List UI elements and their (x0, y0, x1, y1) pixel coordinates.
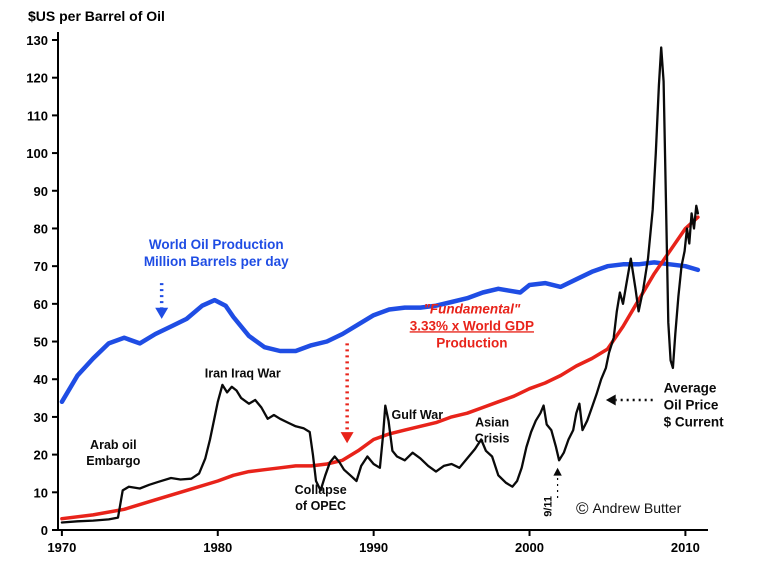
y-tick-label: 10 (34, 485, 48, 500)
copyright-icon: © (576, 499, 589, 518)
y-tick-label: 80 (34, 221, 48, 236)
x-tick-label: 1980 (203, 540, 232, 555)
y-tick-label: 110 (27, 108, 48, 123)
y-tick-label: 40 (34, 372, 48, 387)
copyright-name: Andrew Butter (592, 500, 682, 516)
y-tick-label: 50 (34, 335, 48, 350)
y-tick-label: 30 (34, 410, 48, 425)
nine-eleven-label: 9/11 (542, 496, 554, 517)
world-oil-production-arrow-head (155, 307, 169, 319)
fundamental-label: "Fundamental" 3.33% x World GDP Production (410, 301, 534, 350)
y-tick-label: 0 (41, 523, 48, 538)
x-tick-label: 2000 (515, 540, 544, 555)
asian-crisis-label: Asian Crisis (475, 415, 510, 445)
y-tick-label: 100 (26, 146, 48, 161)
y-tick-label: 70 (34, 259, 48, 274)
y-tick-label: 90 (34, 184, 48, 199)
average-oil-price-arrow-head (605, 394, 616, 406)
copyright: © Andrew Butter (576, 499, 681, 519)
y-tick-label: 20 (34, 448, 48, 463)
world-oil-production-label: World Oil Production Million Barrels per … (144, 237, 289, 269)
series-fundamental-gdp (60, 215, 700, 521)
average-oil-price-label: Average Oil Price $ Current (664, 380, 725, 429)
collapse-of-opec-label: Collapse of OPEC (295, 483, 347, 513)
y-tick-label: 130 (26, 33, 48, 48)
series-average-oil-price (60, 46, 700, 524)
series-world-oil-production (59, 260, 701, 405)
nine-eleven-arrow-head (553, 467, 562, 476)
x-tick-label: 2010 (671, 540, 700, 555)
y-tick-label: 60 (34, 297, 48, 312)
y-tick-label: 120 (26, 71, 48, 86)
x-tick-label: 1970 (47, 540, 76, 555)
arab-oil-embargo-label: Arab oil Embargo (86, 438, 141, 468)
iran-iraq-war-label: Iran Iraq War (205, 366, 281, 380)
gulf-war-label: Gulf War (391, 408, 443, 422)
x-tick-label: 1990 (359, 540, 388, 555)
chart-title: $US per Barrel of Oil (28, 8, 165, 24)
fundamental-arrow-head (340, 432, 354, 444)
